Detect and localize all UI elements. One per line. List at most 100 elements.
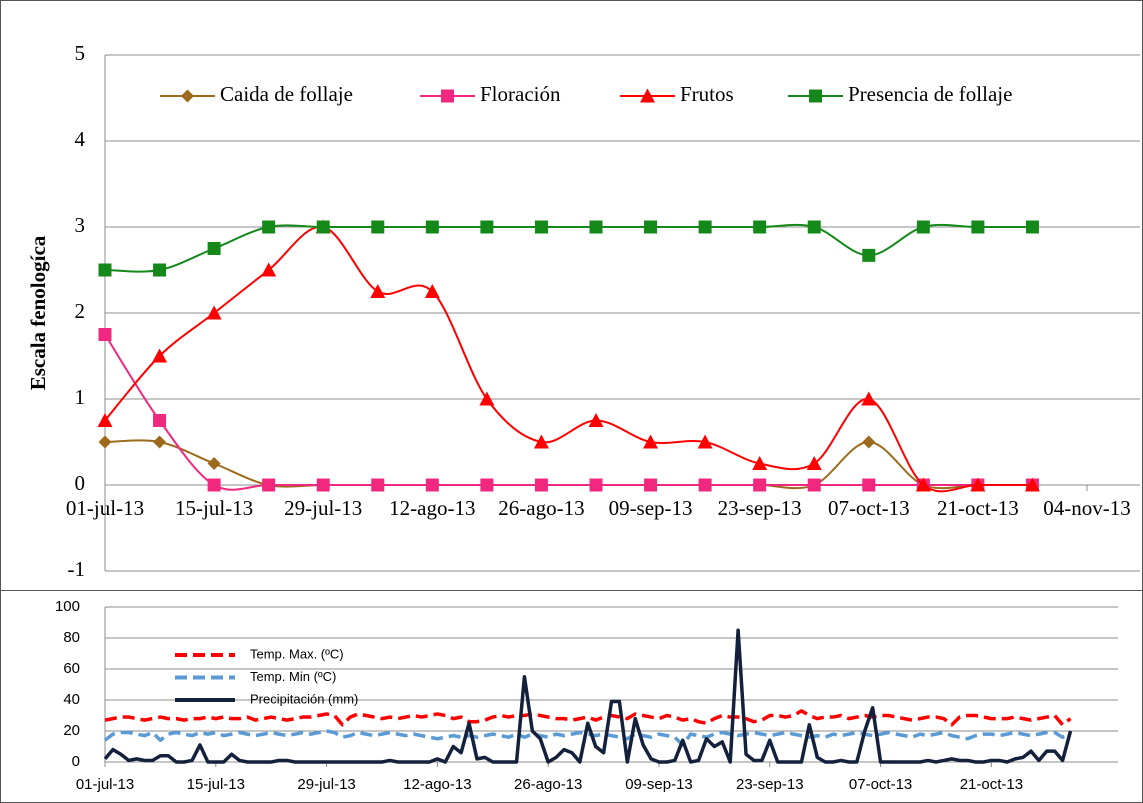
series-line <box>104 439 1033 490</box>
legend-label: Presencia de follaje <box>848 82 1012 106</box>
triangle-marker <box>588 413 604 427</box>
y-tick-label: 60 <box>63 660 80 677</box>
x-tick-label: 21-oct-13 <box>960 776 1023 793</box>
x-tick-label: 29-jul-13 <box>284 496 362 520</box>
x-tick-label: 12-ago-13 <box>389 496 475 520</box>
y-tick-label: 4 <box>75 127 86 151</box>
y-tick-label: 3 <box>75 213 86 237</box>
triangle-marker <box>533 434 549 449</box>
square-marker <box>371 220 385 234</box>
square-marker <box>425 220 439 234</box>
y-tick-label: 20 <box>63 722 80 739</box>
diamond-marker <box>153 435 167 449</box>
square-marker <box>316 478 330 492</box>
triangle-marker <box>697 434 713 449</box>
series-line <box>104 709 1072 727</box>
square-marker <box>971 220 985 234</box>
triangle-marker <box>424 284 440 298</box>
triangle-marker <box>861 391 877 406</box>
square-marker <box>316 220 330 234</box>
triangle-marker <box>206 305 222 320</box>
square-marker <box>589 220 603 234</box>
y-tick-label: 5 <box>75 41 86 65</box>
series-line <box>104 333 1033 491</box>
triangle-marker <box>970 477 986 492</box>
square-marker <box>644 478 658 492</box>
square-marker <box>441 89 454 103</box>
x-tick-label: 26-ago-13 <box>514 776 582 793</box>
triangle-marker <box>261 262 277 277</box>
triangle-marker <box>1024 477 1040 492</box>
square-marker <box>262 478 276 492</box>
series-line <box>103 628 1073 764</box>
x-tick-label: 23-sep-13 <box>736 776 804 793</box>
triangle-marker <box>152 348 168 363</box>
y-tick-label: 2 <box>75 299 86 323</box>
y-tick-label: 40 <box>63 691 80 708</box>
x-tick-label: 29-jul-13 <box>297 776 355 793</box>
diamond-marker <box>207 457 221 470</box>
series-line <box>104 225 1033 493</box>
square-marker <box>480 478 494 492</box>
square-marker <box>153 263 167 277</box>
square-marker <box>916 220 930 234</box>
legend-label: Temp. Min (ºC) <box>250 669 336 684</box>
square-marker <box>425 478 439 492</box>
y-tick-label: -1 <box>68 557 86 581</box>
square-marker <box>1025 220 1039 234</box>
x-tick-label: 23-sep-13 <box>718 496 802 520</box>
y-tick-label: 80 <box>63 629 80 646</box>
weather-chart: 0 20 40 60 80 100 01-jul-13 15-jul-13 29-jul-13 1… <box>55 598 1118 793</box>
square-marker <box>153 414 167 427</box>
y-tick-label: 1 <box>75 385 86 409</box>
x-tick-label: 04-nov-13 <box>1043 496 1131 520</box>
square-marker <box>698 220 712 234</box>
y-tick-label: 100 <box>55 598 80 615</box>
x-tick-label: 12-ago-13 <box>403 776 471 793</box>
triangle-marker <box>97 413 113 427</box>
triangle-marker <box>915 477 931 492</box>
square-marker <box>262 220 276 234</box>
square-marker <box>698 478 712 492</box>
x-tick-label: 07-oct-13 <box>828 496 910 520</box>
square-marker <box>98 263 112 277</box>
diamond-marker <box>862 435 876 449</box>
square-marker <box>207 242 221 255</box>
square-marker <box>862 478 876 492</box>
legend-label: Temp. Max. (ºC) <box>250 646 344 661</box>
triangle-marker <box>640 88 655 103</box>
triangle-marker <box>370 284 386 298</box>
square-marker <box>753 220 767 234</box>
square-marker <box>371 478 385 492</box>
legend-label: Frutos <box>680 82 734 106</box>
legend-label: Floración <box>480 82 561 106</box>
legend-label: Precipitación (mm) <box>250 691 358 706</box>
square-marker <box>644 220 658 234</box>
square-marker <box>809 89 822 103</box>
square-marker <box>753 478 767 492</box>
x-tick-label: 09-sep-13 <box>609 496 693 520</box>
x-tick-label: 07-oct-13 <box>849 776 912 793</box>
square-marker <box>862 248 876 262</box>
triangle-marker <box>643 434 659 449</box>
triangle-marker <box>752 456 768 470</box>
triangle-marker <box>806 456 822 470</box>
x-tick-label: 01-jul-13 <box>66 496 144 520</box>
square-marker <box>98 328 112 341</box>
y-tick-label: 0 <box>75 471 86 495</box>
square-marker <box>807 478 821 492</box>
x-tick-label: 21-oct-13 <box>937 496 1019 520</box>
x-tick-label: 01-jul-13 <box>76 776 134 793</box>
square-marker <box>534 220 548 234</box>
bottom-panel-border <box>0 590 1143 803</box>
square-marker <box>807 220 821 234</box>
phenology-chart: Escala fenologíca -1 0 1 2 3 4 5 01-jul-13 15-ju… <box>26 41 1140 581</box>
x-tick-label: 15-jul-13 <box>187 776 245 793</box>
y-tick-label: 0 <box>72 753 80 770</box>
square-marker <box>534 478 548 492</box>
triangle-marker <box>479 391 495 406</box>
x-tick-label: 15-jul-13 <box>175 496 253 520</box>
diamond-marker <box>181 89 194 103</box>
series-line <box>103 729 1072 747</box>
diamond-marker <box>98 435 112 449</box>
